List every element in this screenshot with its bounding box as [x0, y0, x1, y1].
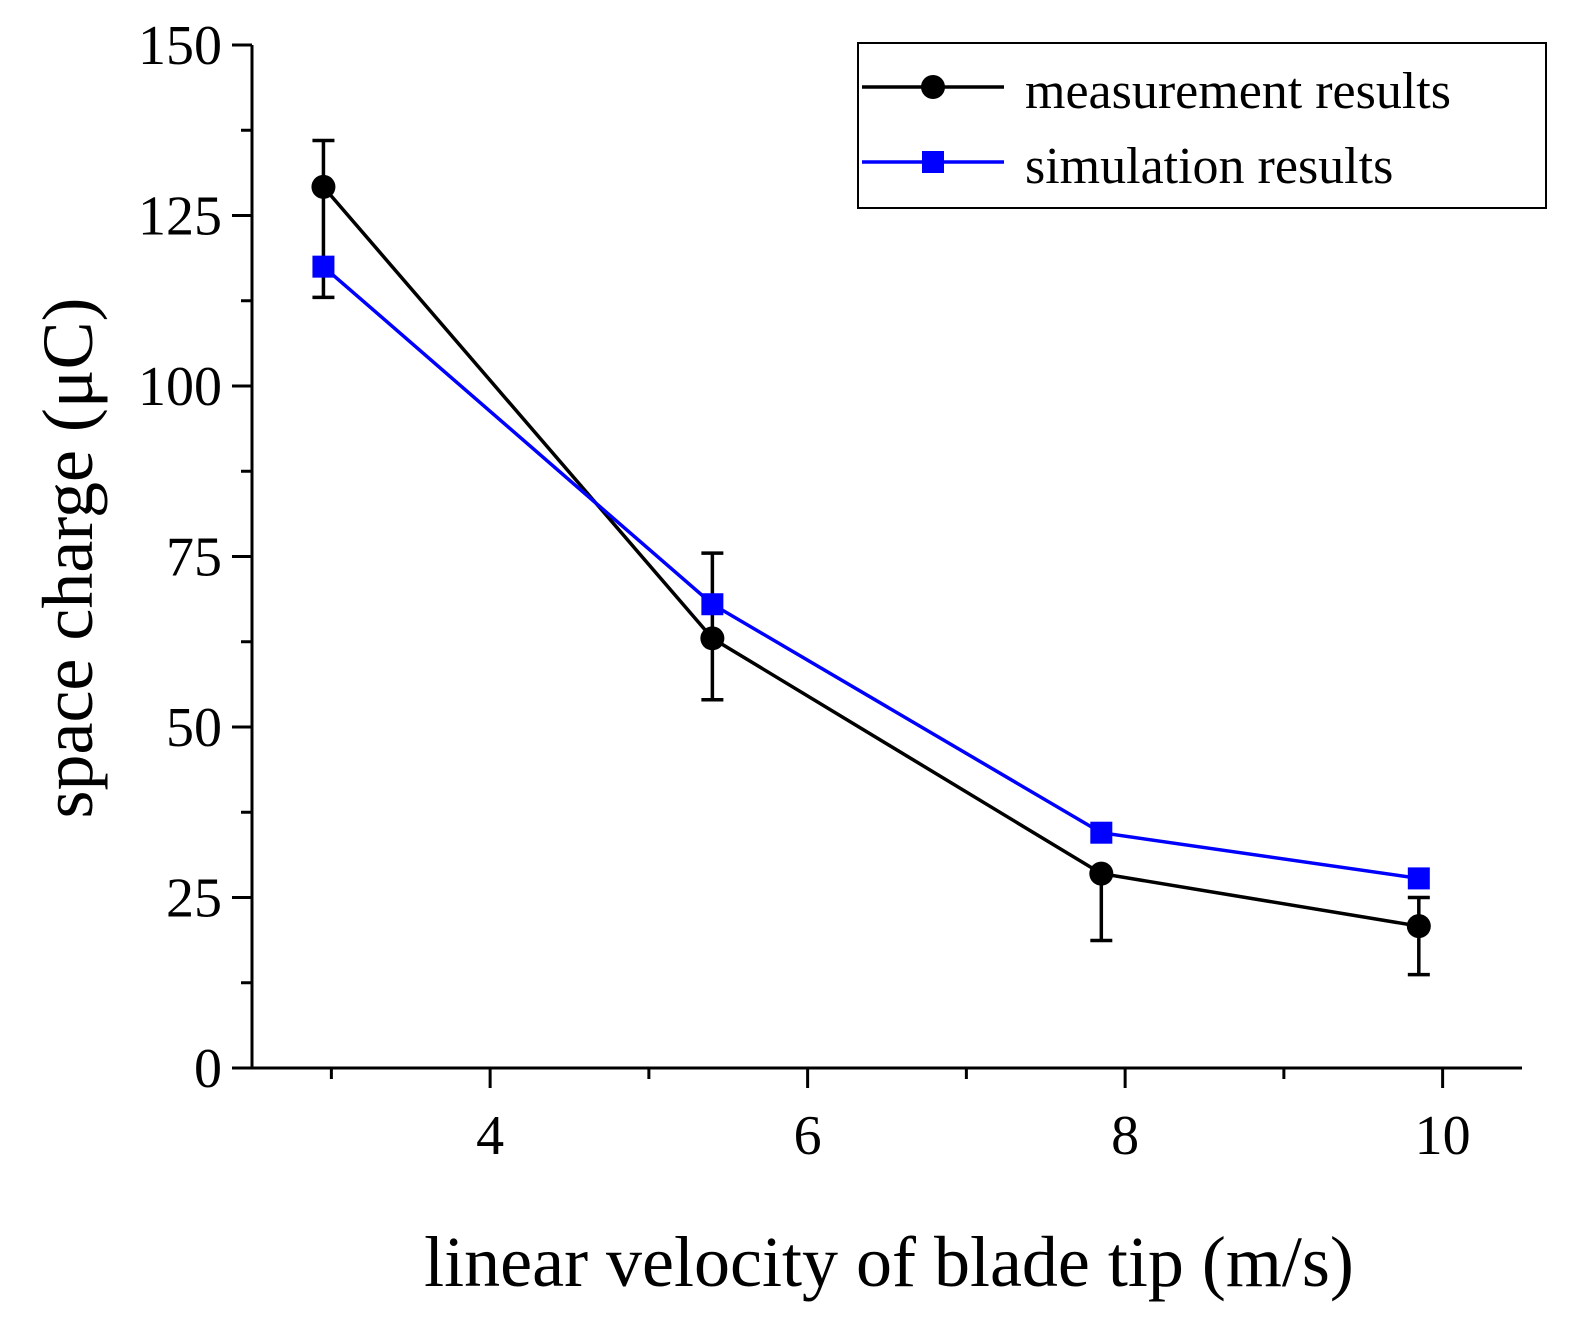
legend-box	[857, 42, 1547, 209]
legend-marker-1	[922, 151, 944, 173]
y-tick-label-150: 150	[138, 15, 222, 77]
legend-label-simulation: simulation results	[1025, 138, 1393, 195]
series-line-1	[322, 265, 1420, 881]
x-tick-label-8: 8	[1111, 1105, 1139, 1167]
x-tick-label-10: 10	[1415, 1105, 1471, 1167]
point-1-1	[701, 593, 724, 616]
legend-label-measurement: measurement results	[1025, 63, 1451, 120]
y-tick-label-50: 50	[166, 697, 222, 759]
y-tick-label-125: 125	[138, 186, 222, 248]
x-tick-label-6: 6	[794, 1105, 822, 1167]
point-1-3	[1407, 867, 1430, 890]
legend-marker-0	[921, 75, 945, 99]
point-0-3	[1406, 914, 1431, 939]
point-0-0	[311, 174, 336, 199]
point-1-0	[312, 255, 335, 278]
legend-layer: measurement results simulation results	[857, 42, 1547, 209]
series-layer	[311, 138, 1431, 977]
point-0-2	[1089, 861, 1114, 886]
x-tick-label-4: 4	[476, 1105, 504, 1167]
y-axis-title: space charge (μC)	[28, 297, 108, 818]
series-line-0	[322, 185, 1420, 928]
y-tick-label-75: 75	[166, 527, 222, 589]
point-1-2	[1090, 821, 1113, 844]
point-0-1	[700, 626, 725, 651]
y-tick-label-100: 100	[138, 356, 222, 418]
axes-layer: 0 25 50 75 100 125 150 4 6 8 10	[138, 15, 1522, 1167]
y-tick-label-0: 0	[194, 1038, 222, 1100]
x-axis-title: linear velocity of blade tip (m/s)	[424, 1222, 1354, 1302]
y-tick-label-25: 25	[166, 868, 222, 930]
